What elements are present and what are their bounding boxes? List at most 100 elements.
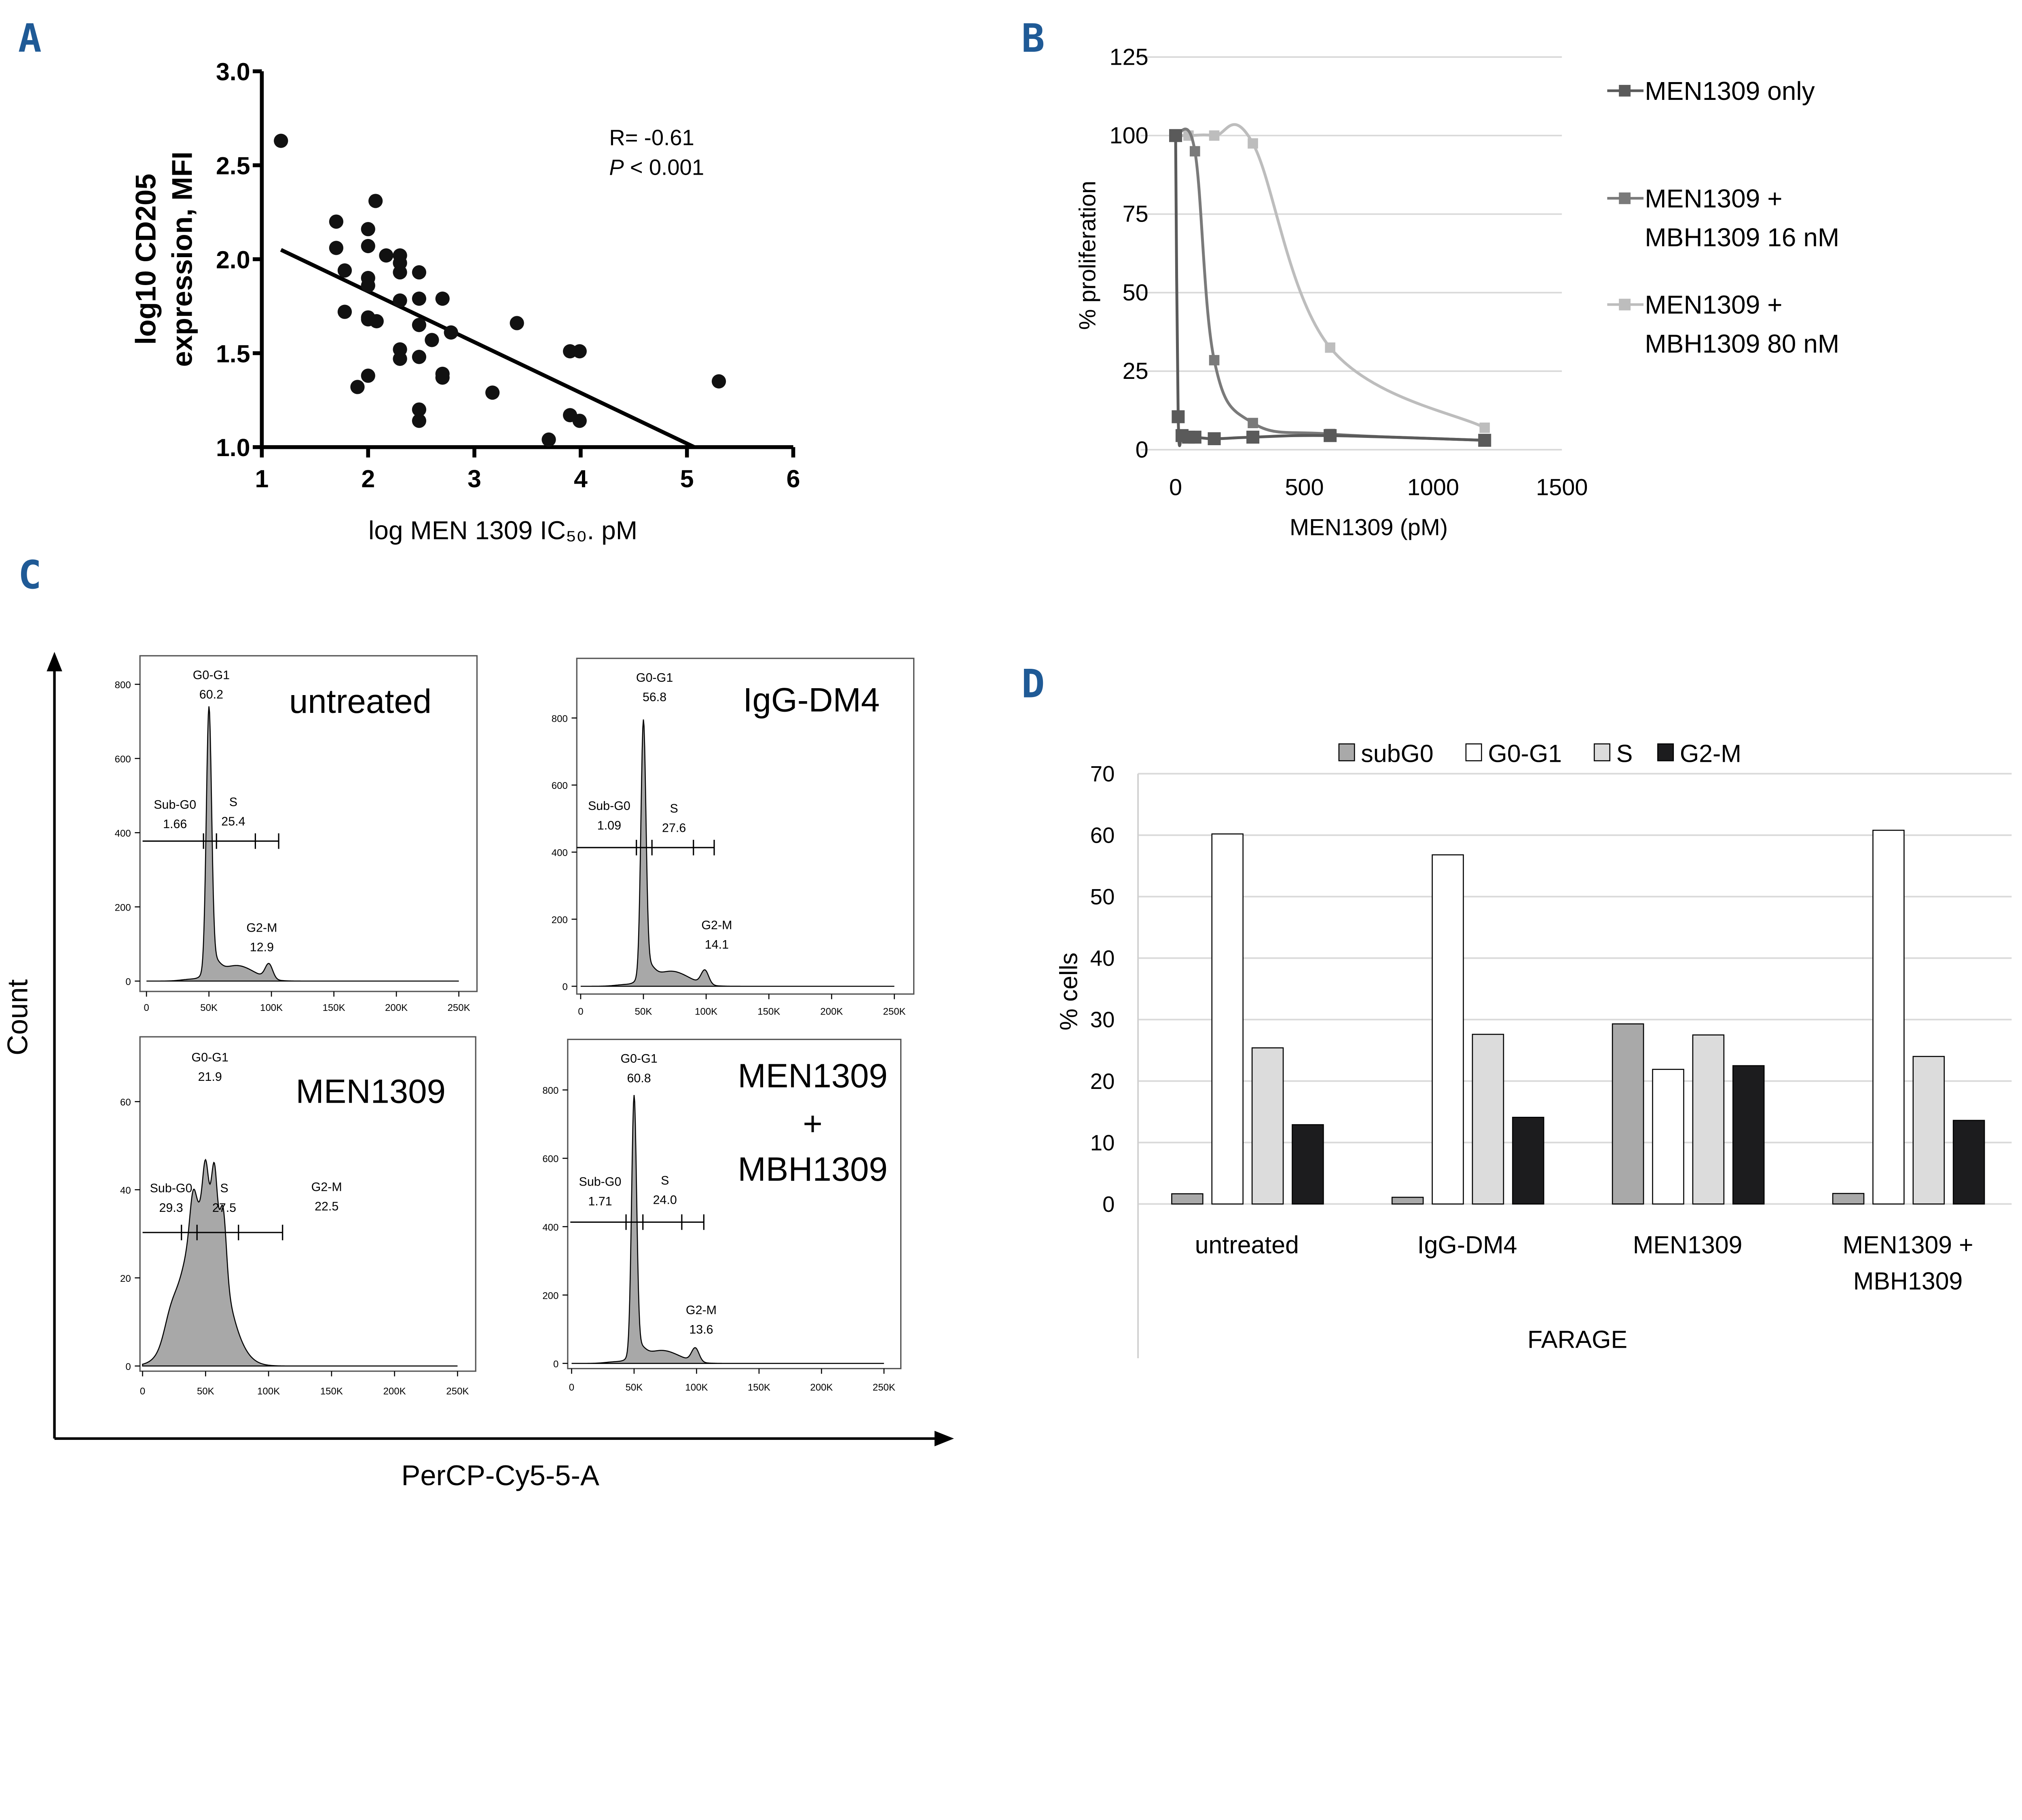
data-point (361, 239, 375, 254)
x-axis-label: MEN1309 (pM) (1290, 515, 1448, 541)
x-tick-label: 50K (197, 1386, 214, 1397)
bar-s (1912, 1056, 1945, 1205)
x-tick-label: 500 (1285, 474, 1324, 500)
x-tick-label: 0 (144, 1002, 149, 1013)
y-tick-label: 50 (1123, 280, 1148, 306)
bar-s (1692, 1034, 1725, 1205)
x-tick-label: 0 (569, 1382, 574, 1393)
histogram-title: + (803, 1105, 823, 1143)
legend-marker (1619, 192, 1631, 204)
y-tick-label: 400 (552, 848, 568, 858)
series-marker (1209, 130, 1220, 141)
category-label: IgG-DM4 (1417, 1231, 1517, 1258)
y-tick-label: 0 (553, 1359, 558, 1370)
y-tick-label: 0 (1102, 1192, 1115, 1217)
x-tick-label: 0 (578, 1006, 583, 1017)
bar-g0-g1 (1652, 1069, 1684, 1205)
series-marker (1478, 433, 1491, 447)
y-tick-label: 200 (115, 902, 131, 913)
y-tick-label: 20 (120, 1273, 131, 1284)
data-point (329, 241, 344, 255)
bar-g0-g1 (1432, 854, 1464, 1205)
bar-g2-m (1512, 1116, 1544, 1205)
y-tick-label: 600 (542, 1154, 558, 1165)
gate-g2-m-label: G2-M (686, 1303, 717, 1317)
y-axis-label-line1: log10 CD205 (130, 173, 162, 345)
gate-g2-m-value: 13.6 (689, 1323, 713, 1336)
y-tick-label: 40 (120, 1185, 131, 1196)
series-marker (1325, 342, 1335, 353)
y-tick-label: 0 (1136, 437, 1148, 463)
series-marker (1246, 431, 1260, 444)
x-tick-label: 250K (446, 1386, 469, 1397)
gate-sub-g0-value: 1.09 (597, 818, 621, 832)
gate-g0-g1-value: 60.2 (199, 688, 223, 702)
gate-s-label: S (661, 1173, 669, 1187)
data-point (425, 333, 439, 347)
legend-swatch (1338, 743, 1355, 761)
y-tick-label: 75 (1123, 201, 1148, 227)
data-point (337, 263, 352, 278)
x-tick-label: 5 (680, 465, 694, 493)
panel-d-bar-chart: % cells FARAGE 0 10 20 30 40 50 60 70 untreated I… (1055, 740, 2012, 1358)
histogram-frame (139, 655, 478, 992)
histogram-frame (567, 1038, 902, 1370)
data-point (412, 265, 427, 280)
histogram-title: MBH1309 (738, 1150, 888, 1188)
histogram-1: 0 50K 100K 150K 200K 250K 0 200 400 600 800 untreat… (115, 655, 478, 1013)
x-tick-label: 1 (255, 465, 269, 493)
y-tick-label: 400 (115, 828, 131, 839)
histogram-area (580, 719, 895, 987)
category-label: MBH1309 (1853, 1267, 1963, 1295)
histogram-4: 0 50K 100K 150K 200K 250K 0 200 400 600 800 MEN1309… (542, 1038, 902, 1393)
data-point (444, 325, 458, 340)
y-tick-label: 70 (1090, 762, 1115, 786)
x-tick-label: 100K (257, 1386, 280, 1397)
bar-g2-m (1292, 1124, 1324, 1205)
data-point (711, 374, 726, 389)
histogram-3: 0 50K 100K 150K 200K 250K 0 20 40 60 MEN1309 G0-G1 2… (120, 1036, 476, 1397)
y-tick-label: 100 (1109, 123, 1148, 148)
gate-g2-m-value: 14.1 (705, 938, 729, 951)
legend-label: S (1616, 740, 1633, 767)
gate-sub-g0-label: Sub-G0 (579, 1175, 622, 1189)
gate-g2-m-label: G2-M (246, 921, 277, 934)
legend-label: MBH1309 16 nM (1645, 223, 1839, 252)
data-point (435, 291, 450, 306)
y-axis-label-line2: expression, MFI (166, 152, 198, 367)
y-axis-label: % proliferation (1074, 181, 1100, 330)
series-marker (1188, 431, 1201, 444)
series-marker (1209, 355, 1220, 366)
bar-subg0 (1171, 1193, 1203, 1205)
gate-sub-g0-label: Sub-G0 (588, 799, 630, 813)
data-point (329, 214, 344, 229)
y-tick-label: 0 (562, 982, 567, 993)
gate-g2-m-label: G2-M (311, 1180, 342, 1194)
y-tick-label: 50 (1090, 885, 1115, 909)
gate-g2-m-value: 12.9 (250, 941, 274, 954)
arrow-up-icon (47, 652, 62, 672)
data-point (510, 316, 524, 330)
gate-s-value: 24.0 (653, 1193, 677, 1207)
x-tick-label: 100K (260, 1002, 283, 1013)
x-tick-label: 50K (626, 1382, 643, 1393)
data-point (435, 370, 450, 385)
x-tick-label: 1000 (1407, 474, 1459, 500)
y-tick-label: 3.0 (216, 58, 250, 86)
y-tick-label: 60 (1090, 823, 1115, 848)
bar-g2-m (1952, 1120, 1985, 1205)
x-tick-label: 1500 (1536, 474, 1588, 500)
p-value: P < 0.001 (609, 155, 704, 180)
gate-g0-g1-value: 56.8 (643, 690, 666, 704)
x-tick-label: 50K (200, 1002, 218, 1013)
y-tick-label: 200 (542, 1290, 558, 1301)
panel-label-c: C (18, 552, 42, 598)
x-tick-label: 6 (787, 465, 800, 493)
data-point (350, 380, 365, 394)
bar-subg0 (1392, 1196, 1424, 1205)
y-tick-label: 200 (552, 915, 568, 926)
bar-subg0 (1832, 1193, 1865, 1205)
y-tick-label: 800 (115, 680, 131, 691)
data-point (393, 293, 407, 308)
x-tick-label: 50K (635, 1006, 652, 1017)
